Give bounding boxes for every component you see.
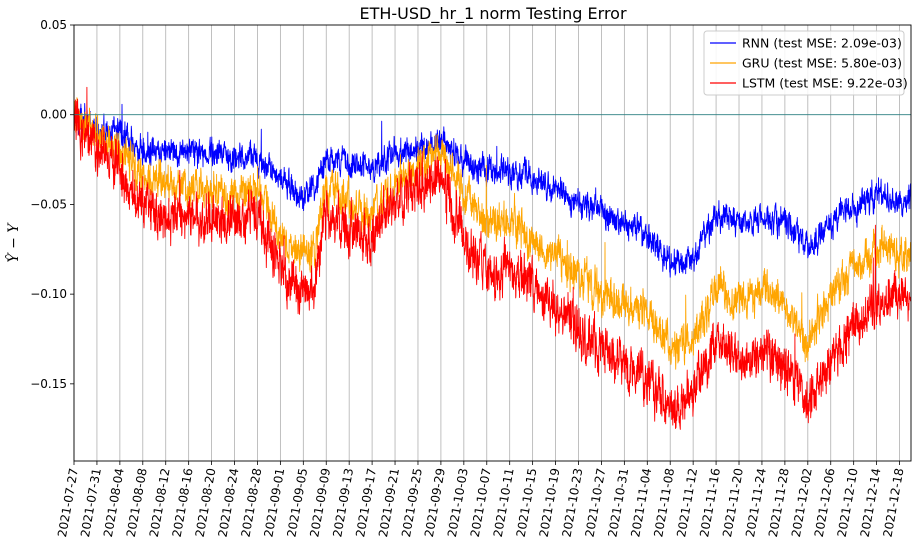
y-tick-label: 0.05	[40, 18, 67, 32]
x-axis: 2021-07-272021-07-312021-08-042021-08-08…	[55, 461, 906, 538]
series-line-lstm	[74, 86, 911, 430]
chart-title: ETH-USD_hr_1 norm Testing Error	[359, 4, 627, 24]
legend-label: LSTM (test MSE: 9.22e-03)	[742, 76, 908, 91]
y-tick-label: −0.05	[30, 197, 67, 211]
y-tick-label: 0.00	[40, 108, 67, 122]
y-axis-label: Ŷ − Y	[4, 222, 22, 263]
legend: RNN (test MSE: 2.09e-03) GRU (test MSE: 5…	[703, 30, 908, 96]
series-line-gru	[74, 97, 911, 370]
series-line-rnn	[74, 103, 911, 278]
legend-label: GRU (test MSE: 5.80e-03)	[742, 56, 902, 71]
y-tick-label: −0.15	[30, 377, 67, 391]
y-axis: 0.05 0.00 −0.05 −0.10 −0.15	[30, 18, 74, 391]
legend-label: RNN (test MSE: 2.09e-03)	[742, 36, 902, 51]
legend-box	[703, 30, 905, 96]
plot-area	[73, 24, 912, 462]
y-tick-label: −0.10	[30, 287, 67, 301]
plot-frame	[73, 24, 912, 462]
